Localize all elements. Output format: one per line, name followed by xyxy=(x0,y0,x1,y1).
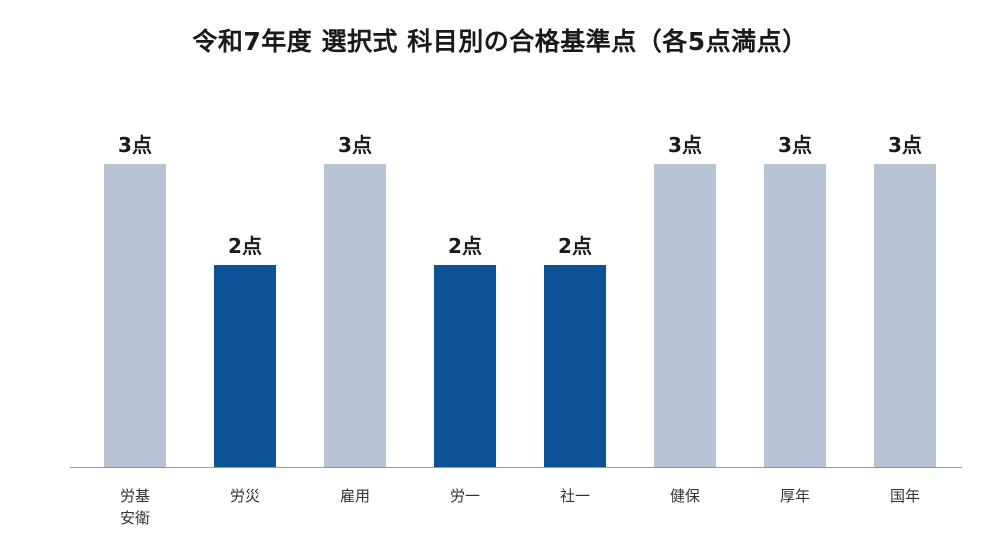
chart-title: 令和7年度 選択式 科目別の合格基準点（各5点満点） xyxy=(192,27,808,56)
category-label: 安衛 xyxy=(120,509,150,527)
bar-3 xyxy=(324,164,386,467)
bar-6 xyxy=(654,164,716,467)
bar-8 xyxy=(874,164,936,467)
bar-value-label: 3点 xyxy=(338,133,372,157)
bar-value-label: 3点 xyxy=(118,133,152,157)
category-label: 厚年 xyxy=(780,487,810,505)
bar-value-label: 2点 xyxy=(448,234,482,258)
bar-value-label: 3点 xyxy=(778,133,812,157)
bar-1 xyxy=(104,164,166,467)
category-label: 雇用 xyxy=(340,487,370,505)
bar-5 xyxy=(544,265,606,467)
bar-value-label: 3点 xyxy=(668,133,702,157)
bar-7 xyxy=(764,164,826,467)
category-label: 国年 xyxy=(890,487,920,505)
bar-value-label: 2点 xyxy=(558,234,592,258)
bar-2 xyxy=(214,265,276,467)
category-label: 社一 xyxy=(560,487,590,505)
bar-4 xyxy=(434,265,496,467)
bar-value-label: 2点 xyxy=(228,234,262,258)
category-label: 労基 xyxy=(120,487,150,505)
category-label: 労一 xyxy=(450,487,480,505)
bar-value-label: 3点 xyxy=(888,133,922,157)
category-label: 健保 xyxy=(670,487,700,505)
category-label: 労災 xyxy=(230,487,260,505)
